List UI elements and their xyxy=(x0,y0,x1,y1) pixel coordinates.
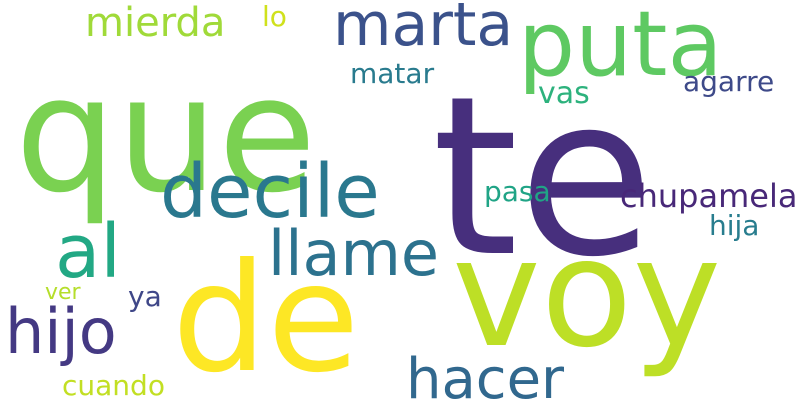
word-matar: matar xyxy=(350,57,435,90)
word-llame: llame xyxy=(268,217,439,290)
word-marta: marta xyxy=(333,0,513,60)
word-hacer: hacer xyxy=(406,347,565,400)
word-voy: voy xyxy=(452,207,721,381)
word-chupamela: chupamela xyxy=(620,177,797,215)
word-te: te xyxy=(432,49,654,305)
word-pasa: pasa xyxy=(484,175,551,208)
word-hija: hija xyxy=(709,209,759,242)
word-hijo: hijo xyxy=(5,295,117,368)
word-mierda: mierda xyxy=(85,0,225,46)
word-que: que xyxy=(15,41,316,228)
word-vas: vas xyxy=(538,76,590,111)
word-de: de xyxy=(172,232,360,400)
word-cuando: cuando xyxy=(62,369,165,400)
word-lo: lo xyxy=(262,0,287,33)
word-ver: ver xyxy=(45,280,82,305)
word-ya: ya xyxy=(128,280,162,313)
word-decile: decile xyxy=(160,149,380,235)
word-al: al xyxy=(55,209,121,295)
word-agarre: agarre xyxy=(683,65,774,98)
word-puta: puta xyxy=(518,0,723,97)
